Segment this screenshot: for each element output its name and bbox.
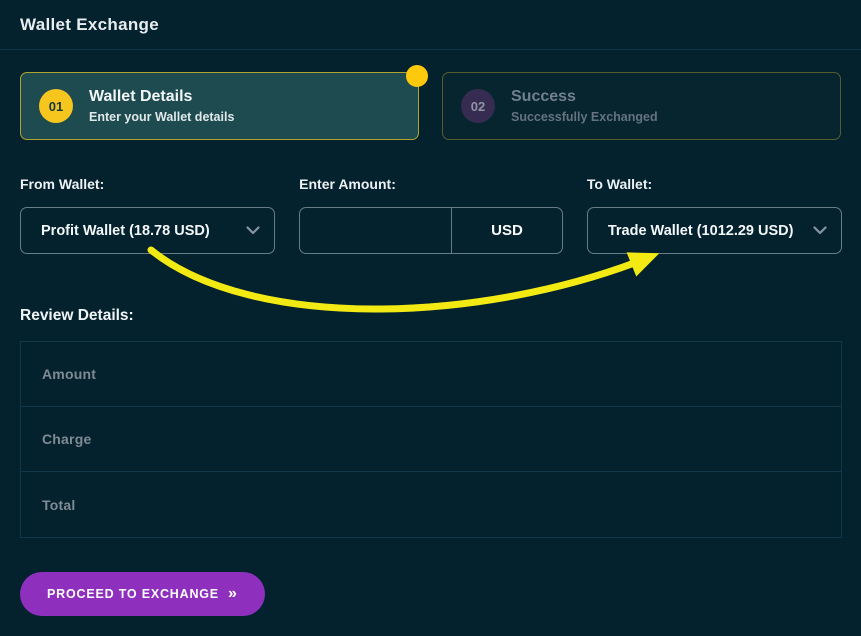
step-subtitle: Enter your Wallet details — [89, 109, 235, 124]
amount-input[interactable] — [300, 208, 452, 253]
table-row-charge: Charge — [21, 407, 841, 472]
amount-input-group: USD — [299, 207, 563, 254]
chevron-down-icon — [813, 226, 827, 235]
step-card-success: 02 Success Successfully Exchanged — [442, 72, 841, 140]
from-wallet-selected-text: Profit Wallet (18.78 USD) — [41, 222, 210, 239]
table-row-amount: Amount — [21, 342, 841, 407]
step-title: Success — [511, 88, 576, 106]
step-title: Wallet Details — [89, 88, 193, 106]
row-label: Total — [42, 496, 76, 513]
page-header: Wallet Exchange — [0, 0, 861, 50]
row-label: Amount — [42, 366, 97, 382]
from-wallet-label: From Wallet: — [20, 176, 105, 192]
proceed-button-label: PROCEED TO EXCHANGE — [47, 587, 219, 601]
proceed-to-exchange-button[interactable]: PROCEED TO EXCHANGE » — [20, 572, 265, 616]
chevron-down-icon — [246, 226, 260, 235]
review-table: Amount Charge Total — [20, 341, 842, 538]
currency-addon: USD — [451, 208, 562, 253]
exchange-form: From Wallet: Profit Wallet (18.78 USD) E… — [20, 176, 842, 254]
active-step-indicator-dot — [406, 65, 428, 87]
amount-label: Enter Amount: — [299, 176, 396, 192]
steps-row: 01 Wallet Details Enter your Wallet deta… — [20, 65, 841, 140]
double-chevron-right-icon: » — [227, 585, 238, 602]
review-heading: Review Details: — [20, 307, 134, 324]
from-wallet-field: From Wallet: Profit Wallet (18.78 USD) — [20, 176, 276, 254]
from-wallet-select[interactable]: Profit Wallet (18.78 USD) — [20, 207, 276, 254]
table-row-total: Total — [21, 472, 841, 537]
row-label: Charge — [42, 431, 92, 447]
to-wallet-selected-text: Trade Wallet (1012.29 USD) — [607, 222, 794, 239]
step-number-badge: 01 — [39, 89, 73, 123]
step-subtitle: Successfully Exchanged — [511, 109, 658, 124]
step-card-wallet-details: 01 Wallet Details Enter your Wallet deta… — [20, 65, 428, 140]
amount-field: Enter Amount: USD — [299, 176, 563, 254]
to-wallet-label: To Wallet: — [586, 176, 653, 192]
to-wallet-select[interactable]: Trade Wallet (1012.29 USD) — [586, 207, 842, 254]
page-title: Wallet Exchange — [20, 14, 159, 34]
to-wallet-field: To Wallet: Trade Wallet (1012.29 USD) — [586, 176, 842, 254]
step-number-badge: 02 — [461, 89, 495, 123]
